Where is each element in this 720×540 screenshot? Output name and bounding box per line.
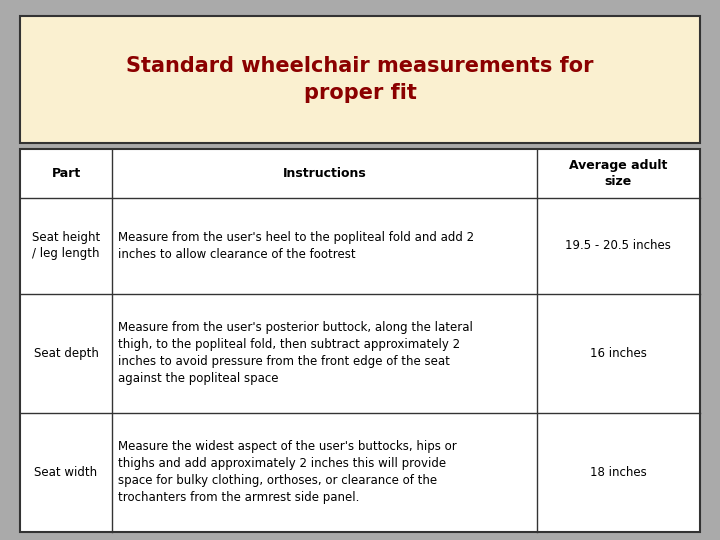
Text: Measure from the user's posterior buttock, along the lateral
thigh, to the popli: Measure from the user's posterior buttoc… (117, 321, 472, 385)
Text: Standard wheelchair measurements for
proper fit: Standard wheelchair measurements for pro… (126, 57, 594, 103)
Bar (20, 16, 700, 143)
Text: Measure from the user's heel to the popliteal fold and add 2
inches to allow cle: Measure from the user's heel to the popl… (117, 231, 474, 261)
Text: Part: Part (51, 167, 81, 180)
Text: 18 inches: 18 inches (590, 466, 647, 479)
Bar (20, 148, 700, 532)
Text: 19.5 - 20.5 inches: 19.5 - 20.5 inches (565, 240, 671, 253)
Text: 16 inches: 16 inches (590, 347, 647, 360)
Text: Measure the widest aspect of the user's buttocks, hips or
thighs and add approxi: Measure the widest aspect of the user's … (117, 440, 456, 504)
Text: Instructions: Instructions (282, 167, 366, 180)
Text: Seat height
/ leg length: Seat height / leg length (32, 232, 100, 260)
Text: Seat depth: Seat depth (34, 347, 99, 360)
Text: Seat width: Seat width (35, 466, 98, 479)
Text: Average adult
size: Average adult size (569, 159, 667, 188)
